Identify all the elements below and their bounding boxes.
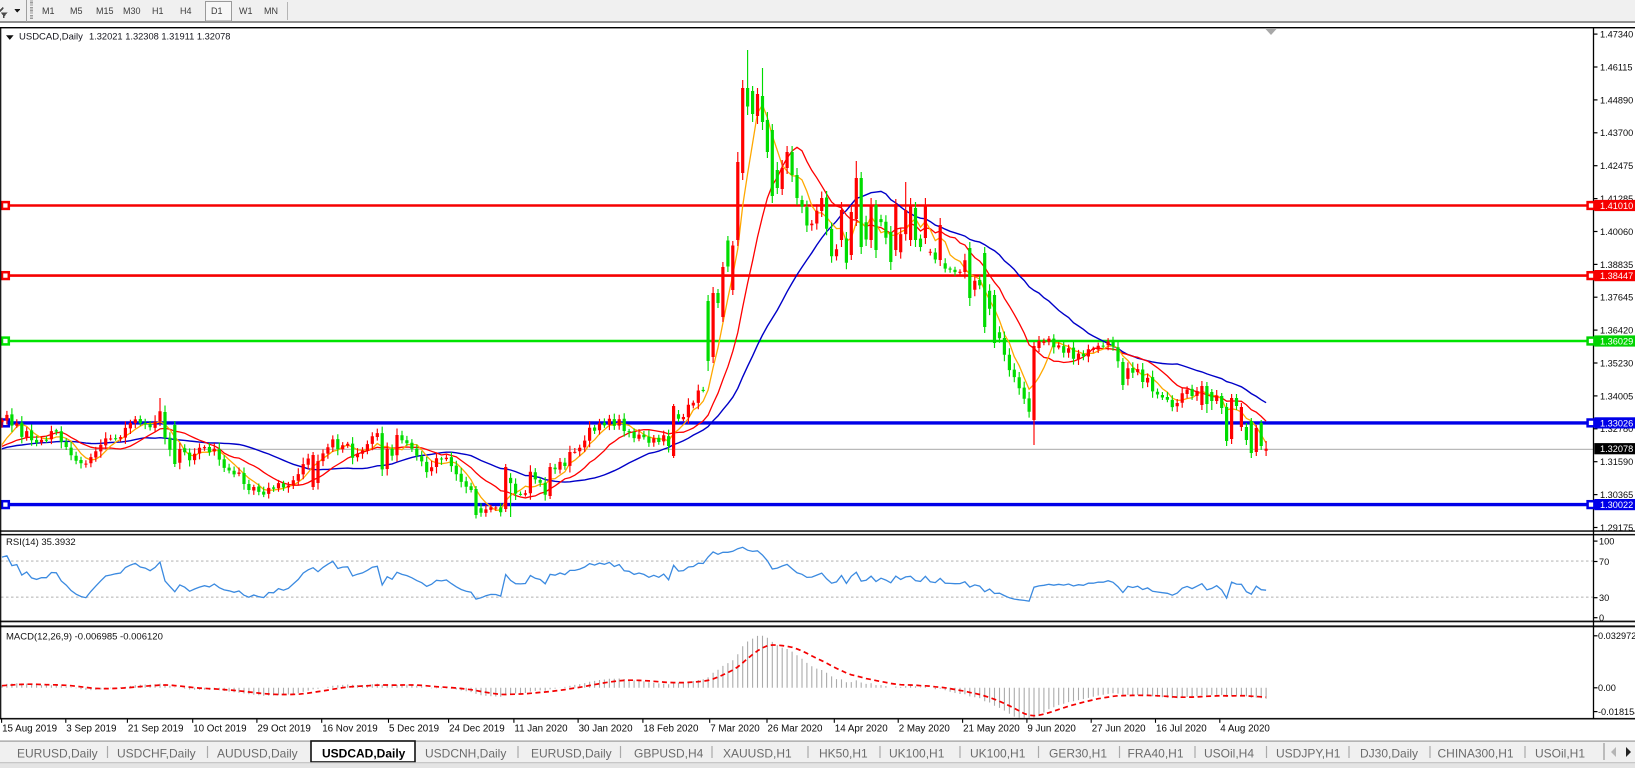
svg-text:30 Jan 2020: 30 Jan 2020 — [579, 723, 633, 734]
svg-text:USDJPY,H1: USDJPY,H1 — [1276, 747, 1341, 761]
svg-text:24 Dec 2019: 24 Dec 2019 — [449, 723, 505, 734]
svg-text:M30: M30 — [123, 6, 141, 16]
svg-text:5 Dec 2019: 5 Dec 2019 — [389, 723, 439, 734]
svg-text:1.32078: 1.32078 — [1600, 444, 1633, 454]
svg-text:MN: MN — [264, 6, 278, 16]
svg-text:1.38447: 1.38447 — [1600, 271, 1633, 281]
svg-text:21 May 2020: 21 May 2020 — [963, 723, 1020, 734]
svg-text:AUDUSD,Daily: AUDUSD,Daily — [217, 747, 298, 761]
svg-text:GBPUSD,H4: GBPUSD,H4 — [634, 747, 704, 761]
svg-text:4 Aug 2020: 4 Aug 2020 — [1220, 723, 1270, 734]
svg-text:2 May 2020: 2 May 2020 — [899, 723, 951, 734]
svg-text:29 Oct 2019: 29 Oct 2019 — [257, 723, 310, 734]
svg-text:16 Jul 2020: 16 Jul 2020 — [1156, 723, 1207, 734]
svg-text:UK100,H1: UK100,H1 — [970, 747, 1026, 761]
svg-text:10 Oct 2019: 10 Oct 2019 — [193, 723, 246, 734]
svg-text:USDCAD,Daily: USDCAD,Daily — [19, 31, 83, 42]
svg-text:XAUUSD,H1: XAUUSD,H1 — [723, 747, 792, 761]
svg-text:1.31590: 1.31590 — [1600, 457, 1633, 467]
svg-text:H4: H4 — [180, 6, 192, 16]
svg-text:15 Aug 2019: 15 Aug 2019 — [2, 723, 57, 734]
svg-text:MACD(12,26,9) -0.006985 -0.006: MACD(12,26,9) -0.006985 -0.006120 — [6, 631, 163, 642]
svg-text:USDCAD,Daily: USDCAD,Daily — [322, 747, 406, 761]
svg-text:0: 0 — [1599, 613, 1604, 623]
svg-text:W1: W1 — [239, 6, 253, 16]
svg-text:1.37645: 1.37645 — [1600, 293, 1633, 303]
svg-text:1.41010: 1.41010 — [1600, 201, 1633, 211]
svg-text:DJ30,Daily: DJ30,Daily — [1360, 747, 1418, 761]
svg-text:27 Jun 2020: 27 Jun 2020 — [1092, 723, 1146, 734]
svg-text:70: 70 — [1599, 557, 1609, 567]
svg-text:16 Nov 2019: 16 Nov 2019 — [322, 723, 378, 734]
svg-text:1.40060: 1.40060 — [1600, 227, 1633, 237]
svg-text:1.36029: 1.36029 — [1600, 336, 1633, 346]
svg-text:1.41285: 1.41285 — [1600, 194, 1633, 204]
svg-text:9 Jun 2020: 9 Jun 2020 — [1027, 723, 1076, 734]
svg-text:0.032972: 0.032972 — [1598, 631, 1635, 641]
svg-text:100: 100 — [1599, 537, 1614, 547]
svg-text:1.32780: 1.32780 — [1600, 424, 1633, 434]
svg-text:USDCNH,Daily: USDCNH,Daily — [425, 747, 506, 761]
svg-text:1.43700: 1.43700 — [1600, 128, 1633, 138]
svg-text:-0.018154: -0.018154 — [1598, 707, 1635, 717]
svg-text:GER30,H1: GER30,H1 — [1049, 747, 1107, 761]
svg-text:1.32021 1.32308 1.31911 1.3207: 1.32021 1.32308 1.31911 1.32078 — [89, 31, 230, 41]
svg-text:1.30365: 1.30365 — [1600, 490, 1633, 500]
svg-text:7 Mar 2020: 7 Mar 2020 — [710, 723, 760, 734]
svg-text:M15: M15 — [96, 6, 114, 16]
svg-text:26 Mar 2020: 26 Mar 2020 — [768, 723, 824, 734]
svg-text:1.30022: 1.30022 — [1600, 500, 1633, 510]
svg-text:UK100,H1: UK100,H1 — [889, 747, 945, 761]
svg-text:EURUSD,Daily: EURUSD,Daily — [531, 747, 612, 761]
svg-text:M1: M1 — [42, 6, 55, 16]
svg-text:14 Apr 2020: 14 Apr 2020 — [835, 723, 888, 734]
svg-text:1.38835: 1.38835 — [1600, 260, 1633, 270]
svg-text:HK50,H1: HK50,H1 — [819, 747, 868, 761]
svg-text:30: 30 — [1599, 593, 1609, 603]
svg-text:1.34005: 1.34005 — [1600, 391, 1633, 401]
svg-text:USOil,H4: USOil,H4 — [1204, 747, 1254, 761]
svg-text:21 Sep 2019: 21 Sep 2019 — [128, 723, 184, 734]
svg-text:1.46115: 1.46115 — [1600, 62, 1633, 72]
svg-text:1.44890: 1.44890 — [1600, 95, 1633, 105]
svg-text:1.33026: 1.33026 — [1600, 418, 1633, 428]
svg-text:1.35230: 1.35230 — [1600, 358, 1633, 368]
svg-text:11 Jan 2020: 11 Jan 2020 — [514, 723, 568, 734]
svg-text:EURUSD,Daily: EURUSD,Daily — [17, 747, 98, 761]
svg-text:FRA40,H1: FRA40,H1 — [1128, 747, 1184, 761]
svg-text:3 Sep 2019: 3 Sep 2019 — [66, 723, 116, 734]
svg-text:0.00: 0.00 — [1598, 683, 1616, 693]
svg-text:H1: H1 — [152, 6, 164, 16]
svg-text:1.29175: 1.29175 — [1600, 523, 1633, 533]
svg-text:D1: D1 — [211, 6, 223, 16]
svg-text:M5: M5 — [70, 6, 83, 16]
svg-text:1.36420: 1.36420 — [1600, 326, 1633, 336]
svg-text:1.47340: 1.47340 — [1600, 30, 1633, 40]
svg-text:USOil,H1: USOil,H1 — [1535, 747, 1585, 761]
svg-text:18 Feb 2020: 18 Feb 2020 — [643, 723, 699, 734]
svg-text:1.42475: 1.42475 — [1600, 161, 1633, 171]
svg-text:CHINA300,H1: CHINA300,H1 — [1438, 747, 1514, 761]
svg-text:RSI(14) 35.3932: RSI(14) 35.3932 — [6, 537, 76, 548]
svg-text:USDCHF,Daily: USDCHF,Daily — [117, 747, 196, 761]
